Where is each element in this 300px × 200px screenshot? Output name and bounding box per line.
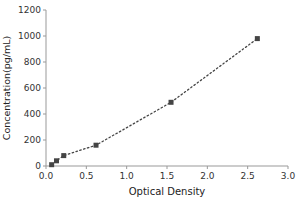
chart: 0.0 0.5 1.0 1.5 2.0 2.5 3.0 0 200 400 600 800 1000 12… [0,0,300,200]
plot-area [49,36,260,167]
x-tick [207,166,208,169]
y-axis-label: Concentration(pg/mL) [1,36,12,140]
y-tick-label: 0 [35,161,41,171]
y-tick [43,62,46,63]
y-tick [43,88,46,89]
y-tick-label: 1000 [18,31,41,41]
x-tick-label: 1.0 [120,171,135,181]
x-tick [167,166,168,169]
y-tick [43,166,46,167]
x-tick-label: 3.0 [281,171,296,181]
x-tick [86,166,87,169]
data-point [54,158,59,163]
data-point [169,100,174,105]
y-tick-label: 400 [24,109,41,119]
y-tick [43,114,46,115]
x-tick-label: 2.5 [241,171,255,181]
data-point [61,153,66,158]
x-tick [126,166,127,169]
x-tick [288,166,289,169]
data-line [52,39,258,165]
y-tick [43,36,46,37]
y-tick-label: 600 [24,83,41,93]
y-tick [43,140,46,141]
data-point [94,143,99,148]
y-tick [43,10,46,11]
x-tick-label: 1.5 [160,171,174,181]
x-tick-label: 0.0 [39,171,54,181]
y-tick-label: 800 [24,57,41,67]
x-axis-label: Optical Density [129,186,206,197]
x-tick-label: 0.5 [79,171,93,181]
data-point [255,36,260,41]
x-tick-label: 2.0 [200,171,215,181]
x-tick [247,166,248,169]
y-tick-label: 1200 [18,5,41,15]
data-point [49,162,54,167]
y-tick-label: 200 [24,135,41,145]
